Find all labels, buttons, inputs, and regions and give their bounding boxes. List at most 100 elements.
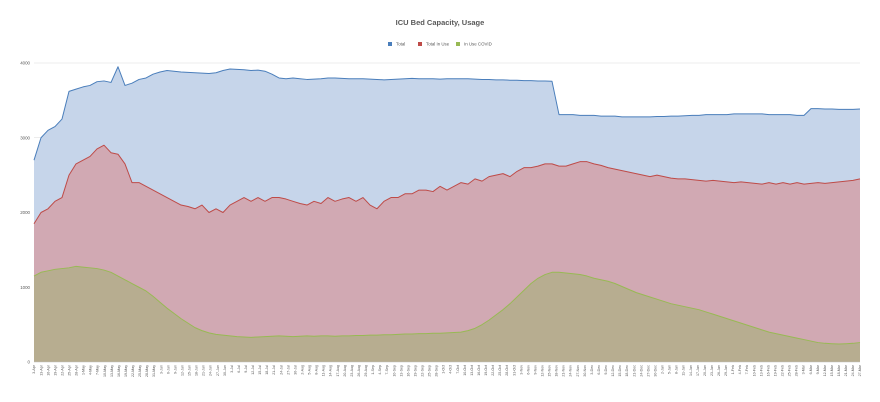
x-tick-label: 15-Jun [188, 365, 192, 376]
legend-label-total: Total [396, 42, 405, 47]
x-tick-label: 22-Feb [781, 365, 785, 376]
x-tick-label: 19-Apr [53, 364, 57, 376]
x-tick-label: 3-Jul [230, 365, 234, 373]
x-tick-label: 28-Apr [75, 364, 79, 376]
x-tick-label: 9-Mar [816, 364, 820, 374]
x-tick-label: 10-Sep [392, 365, 396, 377]
x-tick-label: 28-Feb [795, 365, 799, 376]
x-tick-label: 9-Jun [173, 365, 177, 374]
x-tick-label: 3-Jun [159, 365, 163, 374]
x-tick-label: 8-Jan [675, 365, 679, 374]
x-tick-label: 21-Jul [272, 365, 276, 375]
x-tick-label: 11-Aug [322, 365, 326, 376]
x-tick-label: 16-Apr [46, 364, 50, 376]
x-tick-label: 28-Oct [505, 365, 509, 376]
line-in-use-covid [33, 265, 861, 345]
x-tick-label: 27-Jul [286, 365, 290, 375]
x-tick-label: 12-Mar [823, 364, 827, 376]
legend-label-total-in-use: Total In Use [426, 42, 450, 47]
x-tick-label: 1-Feb [731, 365, 735, 374]
x-tick-label: 27-Mar [858, 364, 862, 376]
x-tick-label: 25-Oct [498, 365, 502, 376]
x-tick-label: 16-Oct [477, 365, 481, 376]
series-areas [34, 66, 860, 363]
x-tick-label: 17-Jan [696, 365, 700, 376]
x-tick-label: 27-Jun [216, 365, 220, 376]
series-lines [33, 66, 861, 345]
x-tick-label: 4-Sep [378, 365, 382, 375]
x-tick-label: 18-Dec [625, 365, 629, 377]
x-tick-label: 16-Feb [766, 365, 770, 376]
x-tick-label: 7-Sep [385, 365, 389, 375]
y-axis-ticks: 0 1000 2000 3000 4000 [20, 61, 30, 365]
x-tick-label: 14-Jan [689, 365, 693, 376]
x-tick-label: 12-Jun [180, 365, 184, 376]
x-tick-label: 4-May [89, 365, 93, 375]
x-tick-label: 24-Mar [851, 364, 855, 376]
x-tick-label: 16-May [117, 365, 121, 377]
x-tick-label: 20-Jan [703, 365, 707, 376]
x-tick-label: 4-Oct [449, 365, 453, 374]
x-tick-label: 13-May [110, 365, 114, 377]
x-tick-label: 12-Dec [611, 365, 615, 377]
y-tick-label: 0 [28, 360, 31, 365]
x-tick-label: 24-Nov [569, 365, 573, 377]
y-tick-label: 3000 [20, 135, 30, 140]
x-tick-label: 10-Feb [752, 365, 756, 376]
x-tick-label: 21-Mar [844, 364, 848, 376]
x-tick-label: 30-Jun [223, 365, 227, 376]
x-tick-label: 30-Dec [653, 365, 657, 377]
x-tick-label: 14-Aug [329, 365, 333, 377]
x-tick-label: 15-Mar [830, 364, 834, 376]
x-tick-label: 30-Jul [293, 365, 297, 375]
x-tick-label: 2-Jan [661, 365, 665, 374]
x-tick-label: 12-Jul [251, 365, 255, 375]
x-tick-label: 27-Dec [646, 365, 650, 377]
x-tick-label: 29-Aug [364, 365, 368, 377]
y-tick-label: 4000 [20, 61, 30, 66]
x-tick-label: 22-Sep [420, 365, 424, 377]
line-total-in-use [33, 144, 861, 224]
y-tick-label: 1000 [20, 285, 30, 290]
x-tick-label: 22-Apr [60, 364, 64, 376]
x-tick-label: 18-Nov [555, 365, 559, 377]
x-tick-label: 26-Jan [717, 365, 721, 376]
legend: Total Total In Use In Use COVID [388, 42, 492, 47]
legend-label-in-use-covid: In Use COVID [464, 42, 492, 47]
x-tick-label: 31-Oct [512, 365, 516, 376]
x-tick-label: 7-Oct [456, 365, 460, 374]
legend-swatch-total [388, 42, 392, 46]
x-tick-label: 3-Dec [590, 365, 594, 375]
x-axis-ticks: 3-Apr 13-Apr 16-Apr 19-Apr 22-Apr 25-Apr 28-Ap… [32, 364, 862, 377]
x-tick-label: 1-Oct [442, 365, 446, 374]
x-tick-label: 15-Dec [618, 365, 622, 377]
x-tick-label: 19-Sep [413, 365, 417, 377]
x-tick-label: 5-Aug [308, 365, 312, 375]
x-tick-label: 15-Nov [548, 365, 552, 377]
x-tick-label: 18-Jul [265, 365, 269, 375]
x-tick-label: 21-Jun [202, 365, 206, 376]
x-tick-label: 12-Nov [541, 365, 545, 377]
x-tick-label: 25-Feb [788, 365, 792, 376]
x-tick-label: 9-Nov [533, 365, 537, 375]
x-tick-label: 4-Feb [738, 365, 742, 374]
x-tick-label: 19-Feb [773, 365, 777, 376]
x-tick-label: 28-May [145, 365, 149, 377]
x-tick-label: 6-Mar [809, 364, 813, 374]
x-tick-label: 3-Apr [32, 364, 36, 374]
x-tick-label: 31-May [152, 365, 156, 377]
x-tick-label: 7-May [96, 365, 100, 375]
x-tick-label: 18-Mar [837, 364, 841, 376]
x-tick-label: 17-Aug [336, 365, 340, 377]
x-tick-label: 21-Nov [562, 365, 566, 377]
x-tick-label: 1-May [82, 365, 86, 375]
legend-swatch-total-in-use [418, 42, 422, 46]
legend-swatch-in-use-covid [456, 42, 460, 46]
x-tick-label: 26-Aug [357, 365, 361, 377]
x-tick-label: 27-Nov [576, 365, 580, 377]
x-tick-label: 23-Jan [710, 365, 714, 376]
x-tick-label: 3-Mar [802, 364, 806, 374]
x-tick-label: 10-May [103, 365, 107, 377]
x-tick-label: 6-Jul [237, 365, 241, 373]
